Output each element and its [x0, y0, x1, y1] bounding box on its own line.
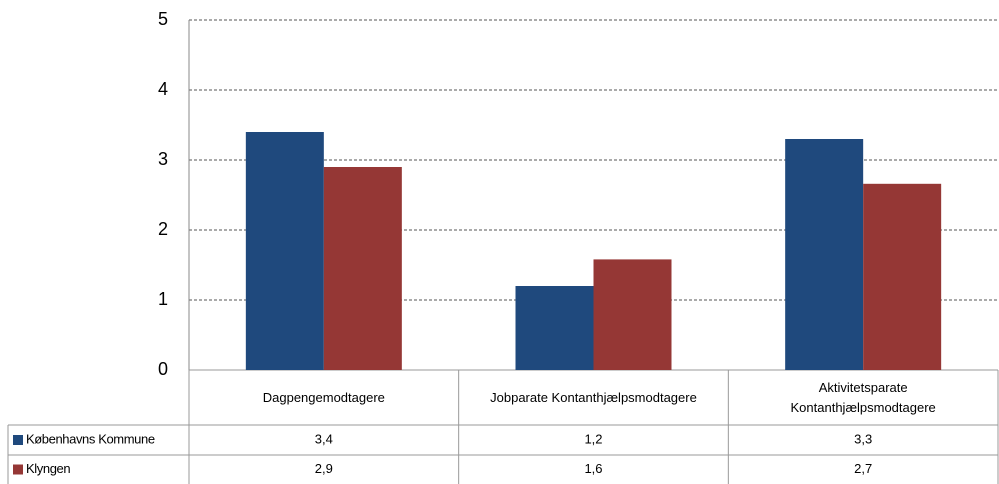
- table-value: 3,4: [315, 431, 333, 446]
- y-tick-label: 3: [158, 149, 168, 169]
- table-value: 2,9: [315, 461, 333, 476]
- y-tick-label: 5: [158, 9, 168, 29]
- x-tick-label: Aktivitetsparate Kontanthjælpsmodtagere: [790, 379, 936, 415]
- table-value: 1,6: [584, 461, 602, 476]
- table-value: 3,3: [854, 431, 872, 446]
- x-tick-label: Jobparate Kontanthjælpsmodtagere: [490, 389, 697, 405]
- table-value: 2,7: [854, 461, 872, 476]
- legend-swatch: [13, 464, 23, 475]
- bar: [245, 132, 324, 370]
- legend-label: Klyngen: [26, 461, 70, 476]
- bar: [863, 183, 942, 370]
- legend-swatch: [13, 435, 23, 445]
- x-tick-label: Dagpengemodtagere: [262, 389, 385, 405]
- bar: [323, 167, 402, 370]
- bar: [593, 259, 672, 370]
- y-tick-label: 1: [158, 289, 168, 309]
- y-tick-label: 0: [158, 359, 168, 379]
- y-tick-label: 4: [158, 79, 168, 99]
- table-value: 1,2: [584, 431, 602, 446]
- bar: [785, 139, 864, 370]
- legend-label: Københavns Kommune: [26, 431, 155, 446]
- y-tick-label: 2: [158, 219, 168, 239]
- bar: [515, 286, 594, 370]
